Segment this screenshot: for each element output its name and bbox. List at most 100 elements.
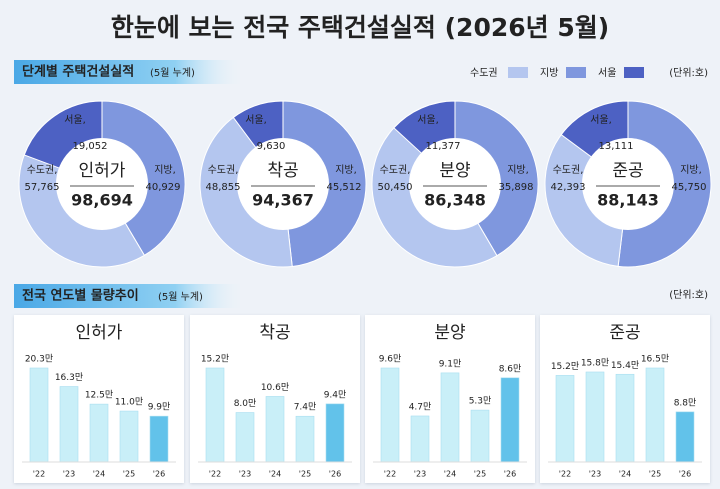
segment-value: 45,750 [672, 182, 707, 193]
panel-title: 착공 [259, 323, 290, 343]
segment-name: 지방, [680, 164, 702, 176]
segment-value: 45,512 [327, 182, 362, 193]
segment-value: 57,765 [25, 182, 60, 193]
section-band [14, 60, 244, 84]
segment-name: 서울, [590, 114, 612, 126]
legend: 수도권 지방 서울 (단위:호) [470, 66, 708, 79]
section-title: 전국 연도별 물량추이 [22, 288, 139, 304]
bar-value-label: 10.6만 [261, 382, 289, 393]
x-tick-label: '26 [679, 470, 691, 479]
bar-value-label: 8.6만 [499, 363, 522, 374]
bar [615, 373, 635, 463]
bar [585, 371, 605, 463]
x-tick-label: '24 [269, 470, 281, 479]
section-note: (5월 누계) [150, 67, 195, 79]
legend-swatch [508, 67, 528, 78]
x-tick-label: '26 [504, 470, 516, 479]
x-tick-label: '25 [474, 470, 486, 479]
bar-value-label: 7.4만 [294, 402, 317, 413]
panel-title: 분양 [434, 323, 465, 343]
segment-value: 9,630 [257, 141, 286, 152]
donut: 착공 94,367 수도권, 48,855 지방, 45,512 서울, 9,630 [199, 100, 367, 268]
bar-value-label: 15.2만 [201, 354, 229, 365]
center-total: 88,143 [597, 191, 659, 210]
segment-name: 수도권, [27, 164, 58, 176]
bar [295, 415, 315, 463]
bar [380, 367, 400, 463]
donut-center [409, 138, 501, 230]
segment-value: 48,855 [206, 182, 241, 193]
x-tick-label: '22 [33, 470, 45, 479]
segment-name: 서울, [417, 114, 439, 126]
bar-value-label: 20.3만 [25, 354, 53, 365]
bar [675, 411, 695, 463]
bar [470, 409, 490, 463]
donut-center [237, 138, 329, 230]
center-total: 86,348 [424, 191, 486, 210]
charts: 인허가 98,694 수도권, 57,765 지방, 40,929 서울, 19,052 착공 9… [14, 100, 712, 483]
bar-value-label: 8.0만 [234, 398, 257, 409]
bar [89, 403, 109, 463]
segment-value: 19,052 [73, 141, 108, 152]
legend-label: 서울 [598, 67, 616, 79]
bar-value-label: 16.5만 [641, 354, 669, 365]
bar [205, 367, 225, 463]
legend-label: 수도권 [470, 67, 498, 79]
x-tick-label: '26 [329, 470, 341, 479]
x-tick-label: '24 [444, 470, 456, 479]
x-tick-label: '24 [619, 470, 631, 479]
donut-center [582, 138, 674, 230]
donut: 분양 86,348 수도권, 50,450 지방, 35,898 서울, 11,377 [371, 100, 539, 268]
center-label: 착공 [267, 161, 298, 181]
x-tick-label: '23 [589, 470, 601, 479]
x-tick-label: '23 [239, 470, 251, 479]
segment-value: 42,393 [551, 182, 586, 193]
x-tick-label: '22 [559, 470, 571, 479]
segment-name: 서울, [64, 114, 86, 126]
section-band [14, 284, 244, 308]
center-label: 분양 [439, 161, 470, 181]
unit-label: (단위:호) [669, 288, 708, 301]
x-tick-label: '25 [649, 470, 661, 479]
center-label: 인허가 [79, 161, 126, 181]
bar [325, 403, 345, 463]
bar [59, 386, 79, 463]
bar-value-label: 4.7만 [409, 401, 432, 412]
donut: 인허가 98,694 수도권, 57,765 지방, 40,929 서울, 19,052 [18, 100, 186, 268]
bar-value-label: 5.3만 [469, 396, 492, 407]
center-total: 98,694 [71, 191, 133, 210]
unit-label: (단위:호) [669, 66, 708, 79]
bar-panel: 준공 15.2만 '22 15.8만 '23 15.4만 '24 16.5만 '25 8.8만 '2… [540, 315, 710, 483]
x-tick-label: '23 [63, 470, 75, 479]
segment-name: 지방, [507, 164, 529, 176]
bar [555, 375, 575, 463]
bar [29, 367, 49, 463]
bar-panel: 인허가 20.3만 '22 16.3만 '23 12.5만 '24 11.0만 '25 9.9만 '… [14, 315, 184, 483]
segment-name: 서울, [245, 114, 267, 126]
bar-panel: 분양 9.6만 '22 4.7만 '23 9.1만 '24 5.3만 '25 8.6만 '26 [365, 315, 535, 483]
x-tick-label: '22 [209, 470, 221, 479]
legend-label: 지방 [540, 67, 558, 79]
x-tick-label: '25 [123, 470, 135, 479]
bar-value-label: 9.1만 [439, 358, 462, 369]
panel-title: 준공 [609, 323, 640, 343]
bar [645, 367, 665, 463]
bar-value-label: 11.0만 [115, 397, 143, 408]
bar [149, 415, 169, 463]
page-title: 한눈에 보는 전국 주택건설실적 (2026년 5월) [111, 13, 609, 42]
bar-value-label: 8.8만 [674, 397, 697, 408]
legend-swatch [624, 67, 644, 78]
bar [119, 410, 139, 463]
bar-value-label: 9.9만 [148, 402, 171, 413]
x-tick-label: '24 [93, 470, 105, 479]
segment-value: 35,898 [499, 182, 534, 193]
bar [265, 396, 285, 463]
x-tick-label: '22 [384, 470, 396, 479]
bar-value-label: 9.6만 [379, 354, 402, 365]
bar-value-label: 15.8만 [581, 357, 609, 368]
segment-name: 수도권, [208, 164, 239, 176]
center-total: 94,367 [252, 191, 314, 210]
x-tick-label: '23 [414, 470, 426, 479]
donut: 준공 88,143 수도권, 42,393 지방, 45,750 서울, 13,111 [544, 100, 712, 268]
